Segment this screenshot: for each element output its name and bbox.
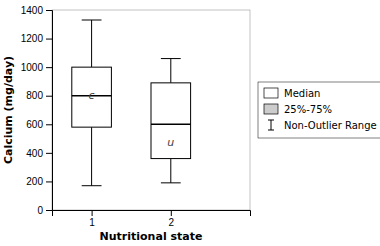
y-axis: 0 200 400 600 800 1000 1200 1400: [21, 5, 53, 216]
legend-swatch: [264, 88, 278, 98]
upper-cap: [161, 58, 181, 59]
box-label: u: [167, 136, 174, 149]
legend-frame: [258, 82, 380, 138]
tick-mark: [171, 210, 172, 216]
tick-mark: [46, 96, 52, 97]
tick: 1200: [21, 33, 52, 44]
boxes: [72, 20, 191, 186]
tick-mark: [92, 210, 93, 216]
box: [72, 20, 112, 186]
tick: 1400: [21, 5, 52, 16]
legend-item: 25%-75%: [264, 104, 332, 115]
tick: 200: [26, 176, 52, 187]
tick-label: 0: [37, 205, 43, 216]
tick-label: 2: [169, 217, 175, 228]
tick-label: 400: [26, 148, 43, 159]
tick: 2: [169, 210, 175, 228]
x-axis-title: Nutritional state: [100, 230, 203, 243]
box: [151, 59, 191, 183]
annotations: cu: [89, 89, 175, 149]
legend-item: Median: [264, 88, 320, 99]
legend-swatch: [268, 120, 274, 130]
axis-line: [46, 11, 53, 211]
tick-label: 800: [26, 90, 43, 101]
axis-line: [53, 211, 251, 217]
tick: 0: [37, 205, 52, 216]
legend-label: Non-Outlier Range: [284, 120, 377, 131]
tick-label: 600: [26, 119, 43, 130]
lower-cap: [82, 185, 102, 186]
median-line: [151, 124, 191, 126]
legend: Median 25%-75% Non-Outlier Range: [258, 82, 380, 138]
tick-mark: [46, 181, 52, 182]
tick-mark: [46, 124, 52, 125]
tick: 600: [26, 119, 52, 130]
box-body: [72, 67, 112, 127]
legend-item: Non-Outlier Range: [268, 120, 377, 131]
lower-cap: [161, 182, 181, 183]
tick: 1: [89, 210, 95, 228]
box-label: c: [89, 89, 95, 102]
legend-label: 25%-75%: [284, 104, 332, 115]
tick-mark: [46, 210, 52, 211]
tick-label: 200: [26, 176, 43, 187]
legend-label: Median: [284, 88, 320, 99]
legend-swatch-cap: [268, 130, 274, 131]
tick-mark: [46, 10, 52, 11]
tick-mark: [46, 67, 52, 68]
legend-swatch-cap: [268, 120, 274, 121]
lower-whisker: [170, 159, 171, 183]
tick-label: 1000: [21, 62, 44, 73]
upper-whisker: [91, 20, 92, 67]
tick-mark: [46, 39, 52, 40]
plot: 120200400600800100012001400cu: [21, 5, 251, 228]
chart: 120200400600800100012001400cuNutritional…: [0, 0, 380, 246]
tick-label: 1: [89, 217, 95, 228]
legend-swatch: [264, 104, 278, 114]
tick: 400: [26, 148, 52, 159]
lower-whisker: [91, 127, 92, 186]
upper-whisker: [170, 59, 171, 83]
upper-cap: [82, 20, 102, 21]
tick-mark: [46, 153, 52, 154]
tick-label: 1200: [21, 33, 44, 44]
y-axis-title: Calcium (mg/day): [2, 56, 15, 164]
tick: 800: [26, 90, 52, 101]
legend-swatch-stem: [271, 120, 272, 130]
box-body: [151, 83, 191, 159]
x-axis: 12: [53, 210, 251, 228]
tick-label: 1400: [21, 5, 44, 16]
tick: 1000: [21, 62, 52, 73]
plot-frame: [52, 10, 250, 210]
